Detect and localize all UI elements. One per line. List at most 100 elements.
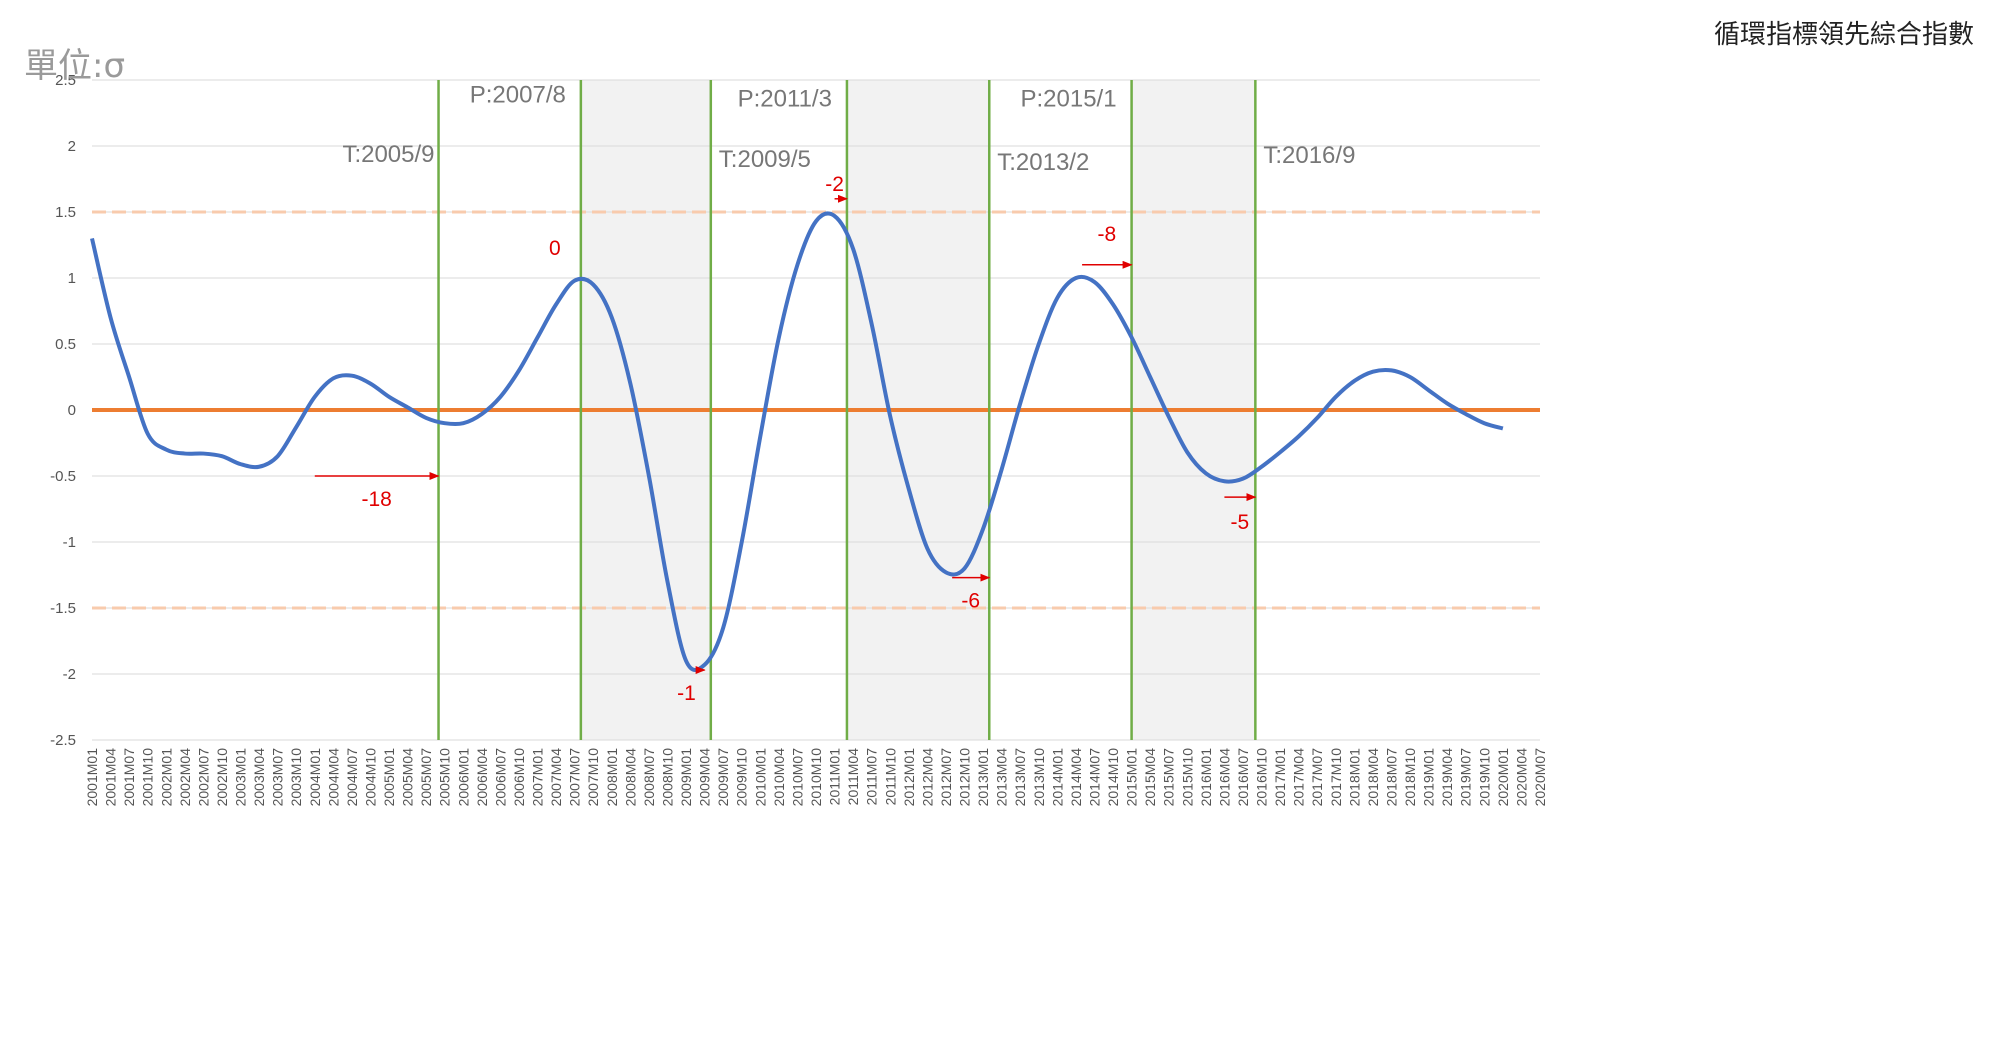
x-tick-label: 2013M01 xyxy=(975,748,991,807)
x-tick-label: 2001M01 xyxy=(84,748,100,807)
chart-title: 循環指標領先綜合指數 xyxy=(1713,20,1974,50)
y-tick-label: 0 xyxy=(68,402,76,419)
x-tick-label: 2015M07 xyxy=(1161,748,1177,807)
x-tick-label: 2017M10 xyxy=(1328,748,1344,807)
x-tick-label: 2009M07 xyxy=(715,748,731,807)
x-tick-label: 2011M10 xyxy=(882,748,898,806)
turning-point-label: T:2016/9 xyxy=(1263,142,1355,169)
x-tick-label: 2020M07 xyxy=(1532,748,1548,807)
x-tick-label: 2013M10 xyxy=(1031,748,1047,807)
y-tick-label: -2 xyxy=(63,666,76,683)
y-tick-label: -1.5 xyxy=(50,600,76,617)
x-tick-label: 2016M10 xyxy=(1254,748,1270,807)
x-tick-label: 2010M10 xyxy=(808,748,824,807)
x-tick-label: 2012M07 xyxy=(938,748,954,807)
x-tick-label: 2001M04 xyxy=(103,748,119,807)
x-tick-label: 2010M04 xyxy=(771,748,787,807)
x-tick-label: 2004M07 xyxy=(344,748,360,807)
x-tick-label: 2003M07 xyxy=(270,748,286,807)
x-tick-label: 2020M04 xyxy=(1513,748,1529,807)
lead-label: 0 xyxy=(549,237,561,260)
x-tick-label: 2006M10 xyxy=(511,748,527,807)
x-tick-label: 2014M01 xyxy=(1049,748,1065,807)
lead-label: -2 xyxy=(825,173,844,196)
x-tick-label: 2009M10 xyxy=(734,748,750,807)
x-tick-label: 2019M04 xyxy=(1439,748,1455,807)
x-tick-label: 2005M10 xyxy=(437,748,453,807)
x-tick-label: 2001M10 xyxy=(140,748,156,807)
x-tick-label: 2006M04 xyxy=(474,748,490,807)
lead-label: -1 xyxy=(677,682,696,705)
x-tick-label: 2017M01 xyxy=(1272,748,1288,807)
y-tick-labels: 2.5 2 1.5 1 0.5 0 -0.5 -1 -1.5 -2 -2.5 xyxy=(50,72,76,749)
x-tick-label: 2014M07 xyxy=(1086,748,1102,807)
turning-point-label: P:2007/8 xyxy=(470,81,566,108)
x-tick-label: 2008M01 xyxy=(604,748,620,807)
x-tick-label: 2007M10 xyxy=(585,748,601,807)
x-tick-label: 2010M07 xyxy=(789,748,805,807)
x-tick-label: 2013M04 xyxy=(994,748,1010,807)
x-tick-label: 2012M10 xyxy=(957,748,973,807)
lead-label: -8 xyxy=(1097,223,1116,246)
lead-label: -5 xyxy=(1231,511,1250,534)
x-tick-label: 2017M07 xyxy=(1309,748,1325,807)
y-tick-label: 2.5 xyxy=(55,72,76,89)
x-tick-label: 2007M01 xyxy=(530,748,546,807)
x-tick-label: 2016M04 xyxy=(1216,748,1232,807)
y-tick-label: -1 xyxy=(63,534,76,551)
x-tick-label: 2007M07 xyxy=(567,748,583,807)
x-tick-label: 2012M04 xyxy=(919,748,935,807)
lead-label: -6 xyxy=(961,590,980,613)
y-tick-label: 1.5 xyxy=(55,204,76,221)
x-tick-label: 2007M04 xyxy=(548,748,564,807)
series-path xyxy=(90,211,1504,673)
y-tick-label: 1 xyxy=(68,270,76,287)
x-tick-label: 2004M04 xyxy=(325,748,341,807)
x-tick-label: 2013M07 xyxy=(1012,748,1028,807)
x-tick-label: 2004M01 xyxy=(307,748,323,807)
turning-point-label: P:2011/3 xyxy=(738,85,832,112)
x-tick-label: 2018M04 xyxy=(1365,748,1381,807)
turning-point-label: P:2015/1 xyxy=(1020,85,1116,112)
y-tick-label: -2.5 xyxy=(50,732,76,749)
turning-point-label: T:2013/2 xyxy=(997,149,1089,176)
x-tick-label: 2011M04 xyxy=(845,748,861,806)
x-tick-label: 2009M04 xyxy=(697,748,713,807)
unit-label: 單位:σ xyxy=(24,46,126,86)
x-tick-label: 2012M01 xyxy=(901,748,917,807)
turning-point-label: T:2005/9 xyxy=(342,141,434,168)
x-tick-label: 2005M07 xyxy=(418,748,434,807)
x-tick-label: 2006M07 xyxy=(492,748,508,807)
threshold-lines xyxy=(92,210,1540,610)
x-tick-label: 2016M07 xyxy=(1235,748,1251,807)
x-tick-label: 2008M07 xyxy=(641,748,657,807)
x-tick-label: 2019M10 xyxy=(1476,748,1492,807)
x-tick-label: 2002M01 xyxy=(158,748,174,807)
x-tick-label: 2003M10 xyxy=(288,748,304,807)
x-tick-label: 2011M01 xyxy=(827,748,843,806)
lead-label: -18 xyxy=(361,488,391,511)
x-tick-label: 2009M01 xyxy=(678,748,694,807)
x-tick-label: 2002M10 xyxy=(214,748,230,807)
x-tick-label: 2020M01 xyxy=(1495,748,1511,807)
x-tick-label: 2005M01 xyxy=(381,748,397,807)
x-tick-label: 2008M10 xyxy=(659,748,675,807)
x-tick-label: 2019M07 xyxy=(1458,748,1474,807)
x-tick-label: 2018M10 xyxy=(1402,748,1418,807)
x-tick-label: 2006M01 xyxy=(455,748,471,807)
x-tick-label: 2015M01 xyxy=(1124,748,1140,807)
turning-point-labels: T:2005/9 P:2007/8 T:2009/5 P:2011/3 T:2013/2… xyxy=(342,81,1355,175)
lead-annotations: -18 0 -1 -2 -6 -8 -5 xyxy=(314,173,1257,705)
x-tick-label: 2008M04 xyxy=(622,748,638,807)
x-tick-label: 2018M01 xyxy=(1346,748,1362,807)
x-tick-label: 2014M04 xyxy=(1068,748,1084,807)
turning-point-lines xyxy=(437,80,1257,740)
y-tick-label: 2 xyxy=(68,138,76,155)
x-tick-label: 2019M01 xyxy=(1421,748,1437,807)
x-tick-label: 2002M07 xyxy=(195,748,211,807)
x-tick-label: 2016M01 xyxy=(1198,748,1214,807)
x-tick-label: 2002M04 xyxy=(177,748,193,807)
x-tick-label: 2003M01 xyxy=(233,748,249,807)
y-tick-label: -0.5 xyxy=(50,468,76,485)
